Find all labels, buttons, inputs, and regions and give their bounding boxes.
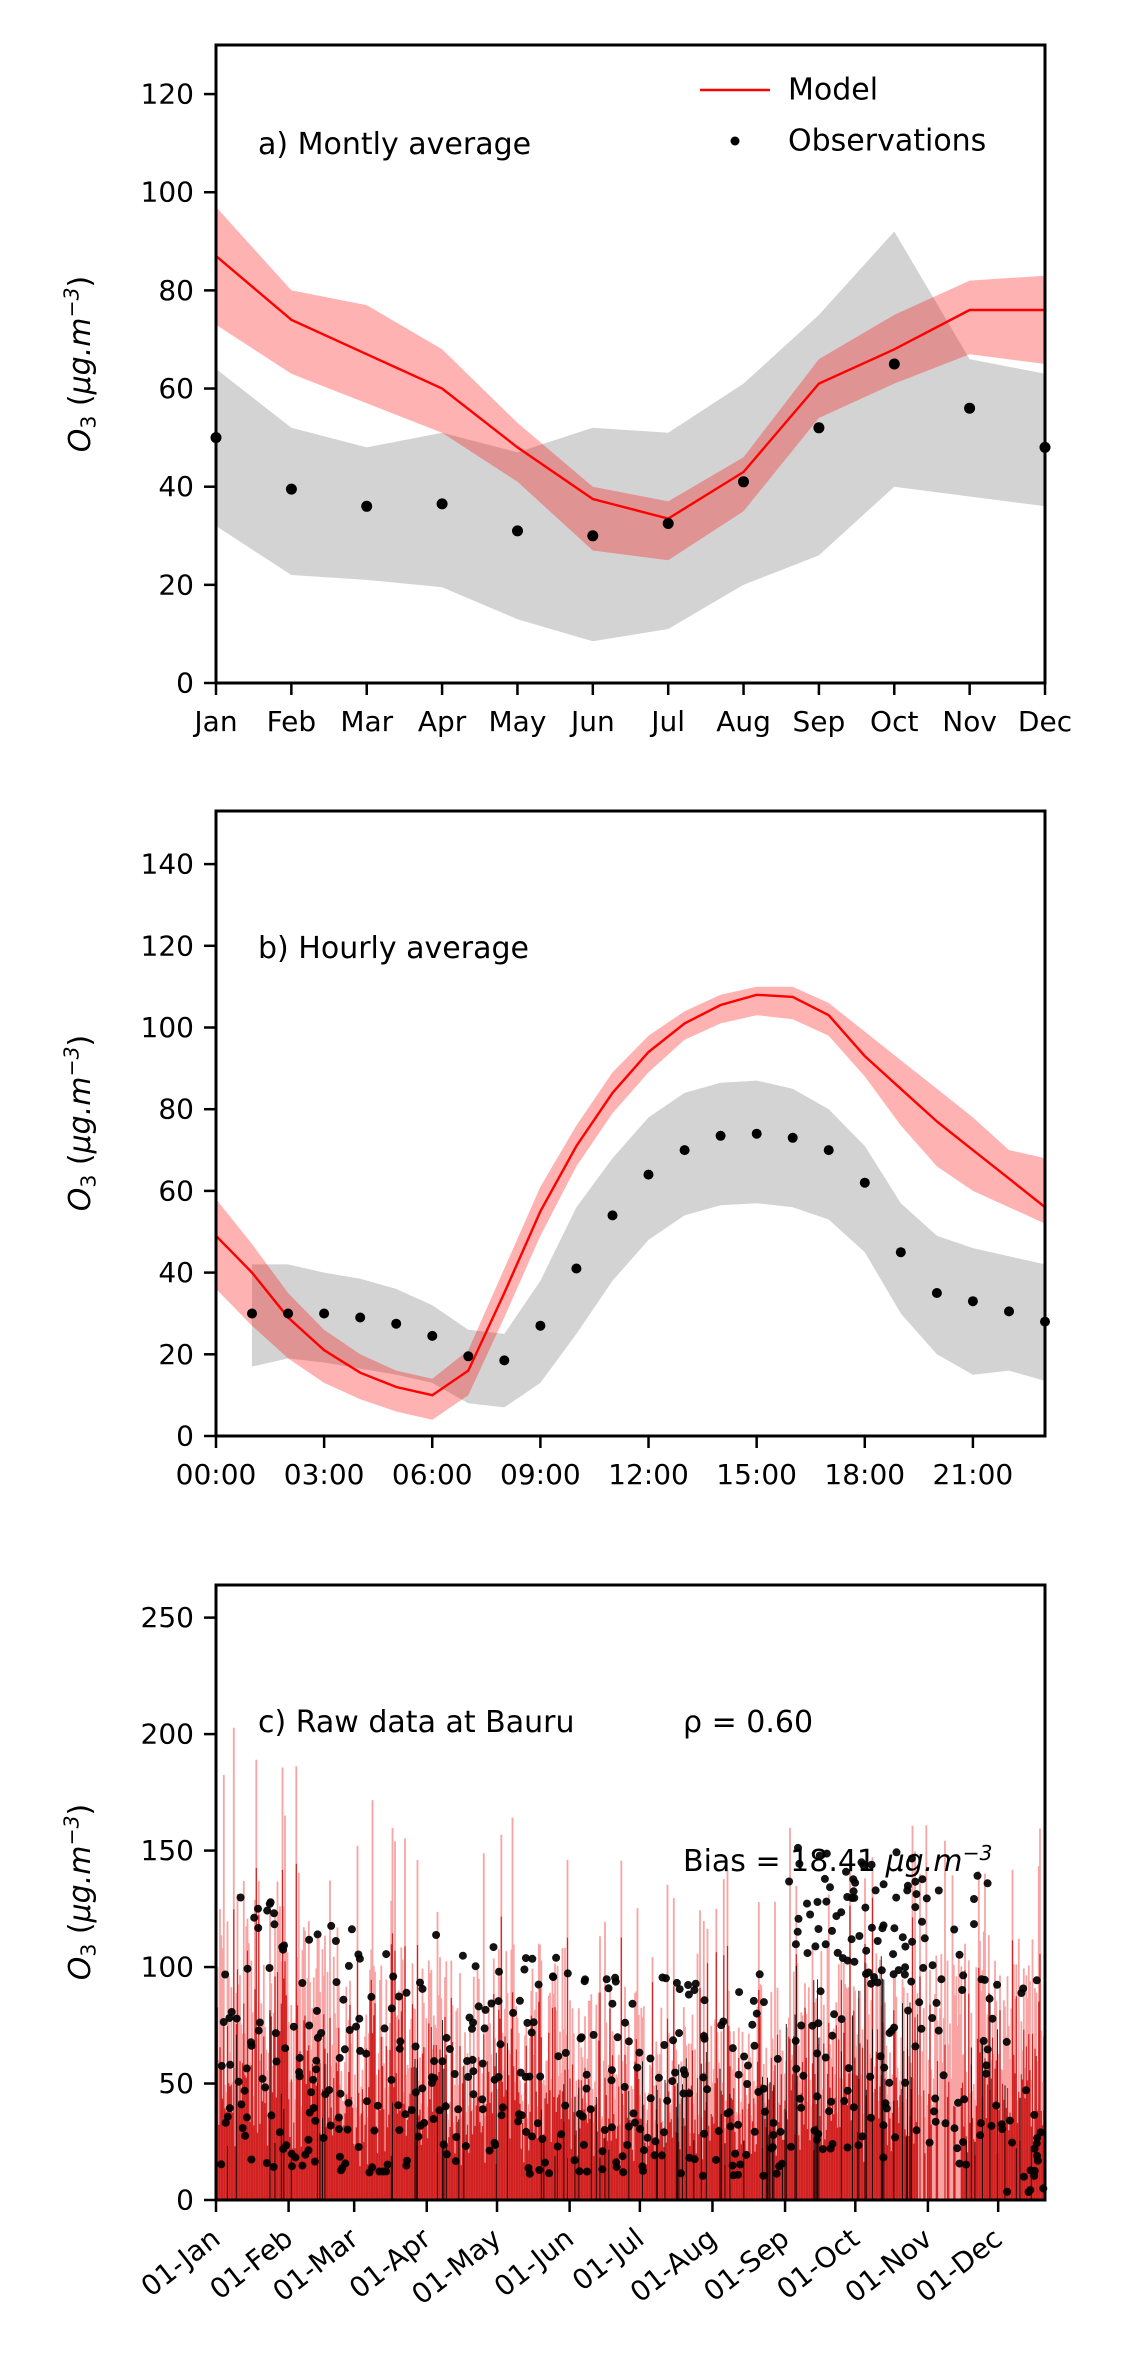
svg-text:01-Jun: 01-Jun [488,2222,580,2304]
svg-text:21:00: 21:00 [933,1458,1014,1491]
ylabel-subscript: 3 [76,1174,101,1188]
svg-text:Aug: Aug [716,705,771,738]
svg-text:100: 100 [141,1011,194,1044]
ylabel-close-paren: ) [62,1034,98,1047]
svg-text:Jul: Jul [649,705,685,738]
ylabel-symbol: O [62,1187,98,1212]
ylabel-exponent: −3 [59,1046,84,1077]
svg-text:12:00: 12:00 [608,1458,689,1491]
svg-text:0: 0 [176,667,194,700]
svg-text:60: 60 [158,1174,194,1207]
svg-text:Feb: Feb [267,705,317,738]
svg-text:Mar: Mar [340,705,393,738]
svg-text:03:00: 03:00 [284,1458,365,1491]
svg-text:120: 120 [141,929,194,962]
svg-text:150: 150 [141,1834,194,1867]
panel-b-plot: 0 20 40 60 80 100 120 140 00:00 03:00 06:00 09:00 12… [141,809,1050,1491]
svg-text:Jan: Jan [192,705,237,738]
svg-text:80: 80 [158,1093,194,1126]
svg-text:06:00: 06:00 [392,1458,473,1491]
svg-text:Dec: Dec [1018,705,1072,738]
ylabel-subscript: 3 [76,1943,101,1957]
svg-text:40: 40 [158,1256,194,1289]
panel-b-title: b) Hourly average [258,931,529,966]
svg-text:50: 50 [158,2067,194,2100]
svg-text:120: 120 [141,78,194,111]
svg-text:60: 60 [158,372,194,405]
ylabel-open-paren: ( [62,1922,98,1944]
panel-c-title: c) Raw data at Bauru [258,1705,575,1740]
bias-prefix: Bias = 18.41 [683,1844,886,1880]
panel-c-ylabel: O3 (μg.m−3) [60,1804,101,1981]
svg-text:Apr: Apr [418,705,467,738]
panel-a-title: a) Montly average [258,127,532,162]
ylabel-symbol: O [62,1956,98,1981]
panel-a-ylabel: O3 (μg.m−3) [60,276,101,453]
ylabel-open-paren: ( [62,394,98,416]
svg-text:Nov: Nov [942,705,997,738]
svg-text:100: 100 [141,176,194,209]
legend-model-label: Model [788,73,878,108]
legend: Model Observations [700,73,986,159]
svg-text:00:00: 00:00 [176,1458,257,1491]
ylabel-open-paren: ( [62,1153,98,1175]
ylabel-close-paren: ) [62,275,98,288]
svg-text:250: 250 [141,1601,194,1634]
ylabel-exponent: −3 [59,287,84,318]
svg-text:20: 20 [158,1338,194,1371]
legend-observations-label: Observations [788,124,986,159]
ylabel-unit: μg.m [62,317,98,395]
svg-text:200: 200 [141,1718,194,1751]
svg-text:Oct: Oct [870,705,918,738]
panel-c-plot: 05010015020025001-Jan01-Feb01-Mar01-Apr0… [135,1583,1048,2311]
bias-unit: μg.m [885,1844,963,1880]
ylabel-exponent: −3 [59,1815,84,1846]
svg-text:May: May [489,705,547,738]
svg-text:40: 40 [158,470,194,503]
svg-text:15:00: 15:00 [716,1458,797,1491]
ylabel-unit: μg.m [62,1845,98,1923]
panel-a-plot: 0 20 40 60 80 100 120 Jan Feb Mar Apr May Jun Jul Aug S… [141,43,1072,738]
svg-text:Sep: Sep [793,705,846,738]
svg-text:20: 20 [158,568,194,601]
svg-text:140: 140 [141,848,194,881]
rho-annotation: ρ = 0.60 [683,1705,814,1740]
svg-text:80: 80 [158,274,194,307]
svg-text:100: 100 [141,1951,194,1984]
ylabel-subscript: 3 [76,415,101,429]
ylabel-unit: μg.m [62,1076,98,1154]
panel-b-ylabel: O3 (μg.m−3) [60,1035,101,1212]
svg-text:09:00: 09:00 [500,1458,581,1491]
legend-observations-marker [730,136,740,146]
svg-text:0: 0 [176,2184,194,2217]
svg-text:0: 0 [176,1420,194,1453]
bias-exponent: −3 [962,1841,993,1865]
svg-text:Jun: Jun [569,705,615,738]
ylabel-symbol: O [62,428,98,453]
svg-text:18:00: 18:00 [824,1458,905,1491]
bias-annotation: Bias = 18.41 μg.m−3 [683,1841,993,1879]
ylabel-close-paren: ) [62,1803,98,1816]
